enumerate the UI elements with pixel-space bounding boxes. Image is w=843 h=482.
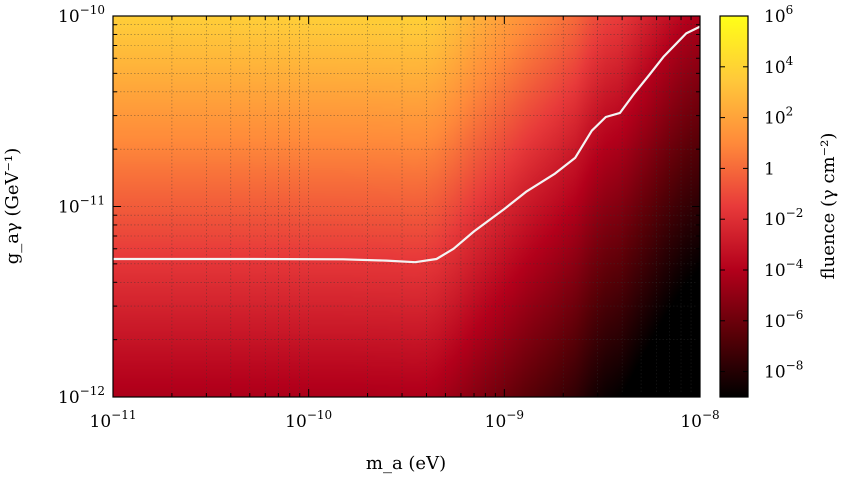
y-tick-label: 10−11	[58, 194, 105, 218]
colorbar-tick-label: 10−6	[764, 308, 803, 332]
colorbar-tick-label: 10−4	[764, 257, 804, 281]
grid-lines	[113, 16, 700, 397]
colorbar-tick-label: 10−8	[764, 359, 803, 383]
x-tick-label: 10−10	[285, 408, 332, 432]
x-tick-label: 10−9	[485, 408, 524, 432]
colorbar-tick-label: 1	[764, 159, 775, 179]
fluence-contour-line	[113, 25, 700, 264]
x-axis-label: m_a (eV)	[366, 453, 446, 474]
x-tick-label: 10−8	[680, 408, 719, 432]
colorbar-tick-label: 106	[764, 3, 793, 27]
x-tick-label: 10−11	[90, 408, 137, 432]
colorbar-label: fluence (γ cm⁻²)	[818, 133, 839, 280]
y-tick-label: 10−12	[58, 384, 105, 408]
colorbar	[719, 15, 749, 398]
heatmap-image	[113, 16, 700, 397]
colorbar-ticks: 106 104 102 1 10−2 10−4 10−6 10−8	[720, 3, 804, 383]
y-tick-label: 10−10	[58, 3, 105, 27]
axis-ticks	[112, 15, 701, 398]
colorbar-tick-label: 10−2	[764, 206, 803, 230]
colorbar-tick-label: 104	[764, 54, 794, 78]
colorbar-tick-label: 102	[764, 105, 793, 129]
y-axis-label: g_aγ (GeV⁻¹)	[2, 148, 23, 265]
